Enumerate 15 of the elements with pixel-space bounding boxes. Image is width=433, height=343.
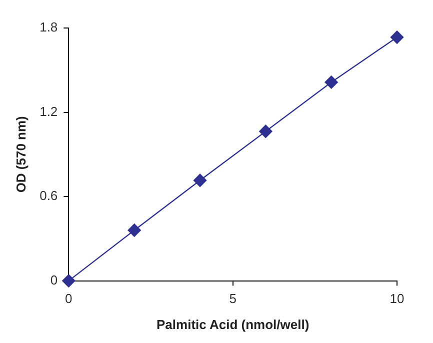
y-tick-label: 0 bbox=[50, 272, 58, 288]
y-tick-label: 0.6 bbox=[40, 188, 58, 204]
y-axis-title: OD (570 nm) bbox=[13, 116, 28, 193]
point bbox=[390, 30, 404, 44]
x-tick-label: 0 bbox=[65, 291, 72, 306]
y-tick-label: 1.2 bbox=[40, 104, 58, 119]
point bbox=[324, 76, 338, 89]
point bbox=[193, 174, 207, 187]
x-axis-title: Palmitic Acid (nmol/well) bbox=[156, 316, 310, 332]
point bbox=[62, 274, 76, 288]
x-tick-label: 10 bbox=[390, 291, 404, 306]
point bbox=[259, 124, 272, 138]
point bbox=[128, 224, 141, 237]
x-tick-label: 5 bbox=[229, 291, 236, 306]
y-tick-label: 1.8 bbox=[40, 20, 58, 35]
